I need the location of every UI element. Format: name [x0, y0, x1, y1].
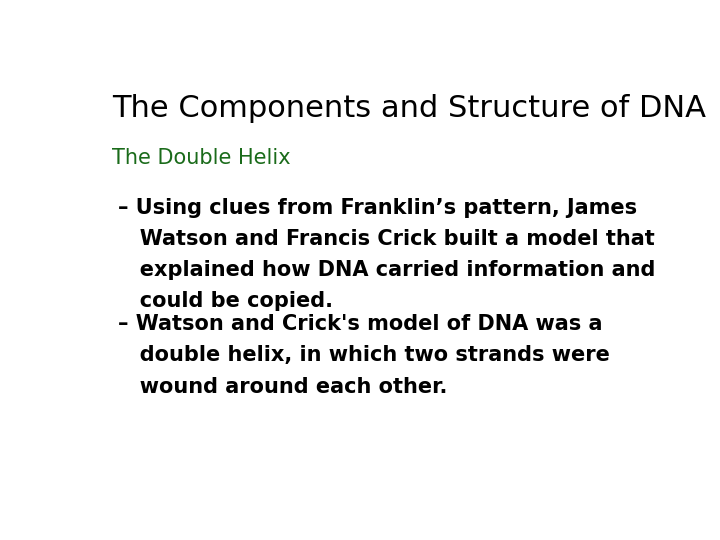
Text: The Components and Structure of DNA: The Components and Structure of DNA: [112, 94, 706, 123]
Text: Watson and Francis Crick built a model that: Watson and Francis Crick built a model t…: [118, 229, 654, 249]
Text: could be copied.: could be copied.: [118, 292, 333, 312]
Text: – Using clues from Franklin’s pattern, James: – Using clues from Franklin’s pattern, J…: [118, 198, 637, 218]
Text: explained how DNA carried information and: explained how DNA carried information an…: [118, 260, 655, 280]
Text: – Watson and Crick's model of DNA was a: – Watson and Crick's model of DNA was a: [118, 314, 603, 334]
Text: wound around each other.: wound around each other.: [118, 377, 447, 397]
Text: double helix, in which two strands were: double helix, in which two strands were: [118, 346, 610, 366]
Text: The Double Helix: The Double Helix: [112, 148, 291, 168]
